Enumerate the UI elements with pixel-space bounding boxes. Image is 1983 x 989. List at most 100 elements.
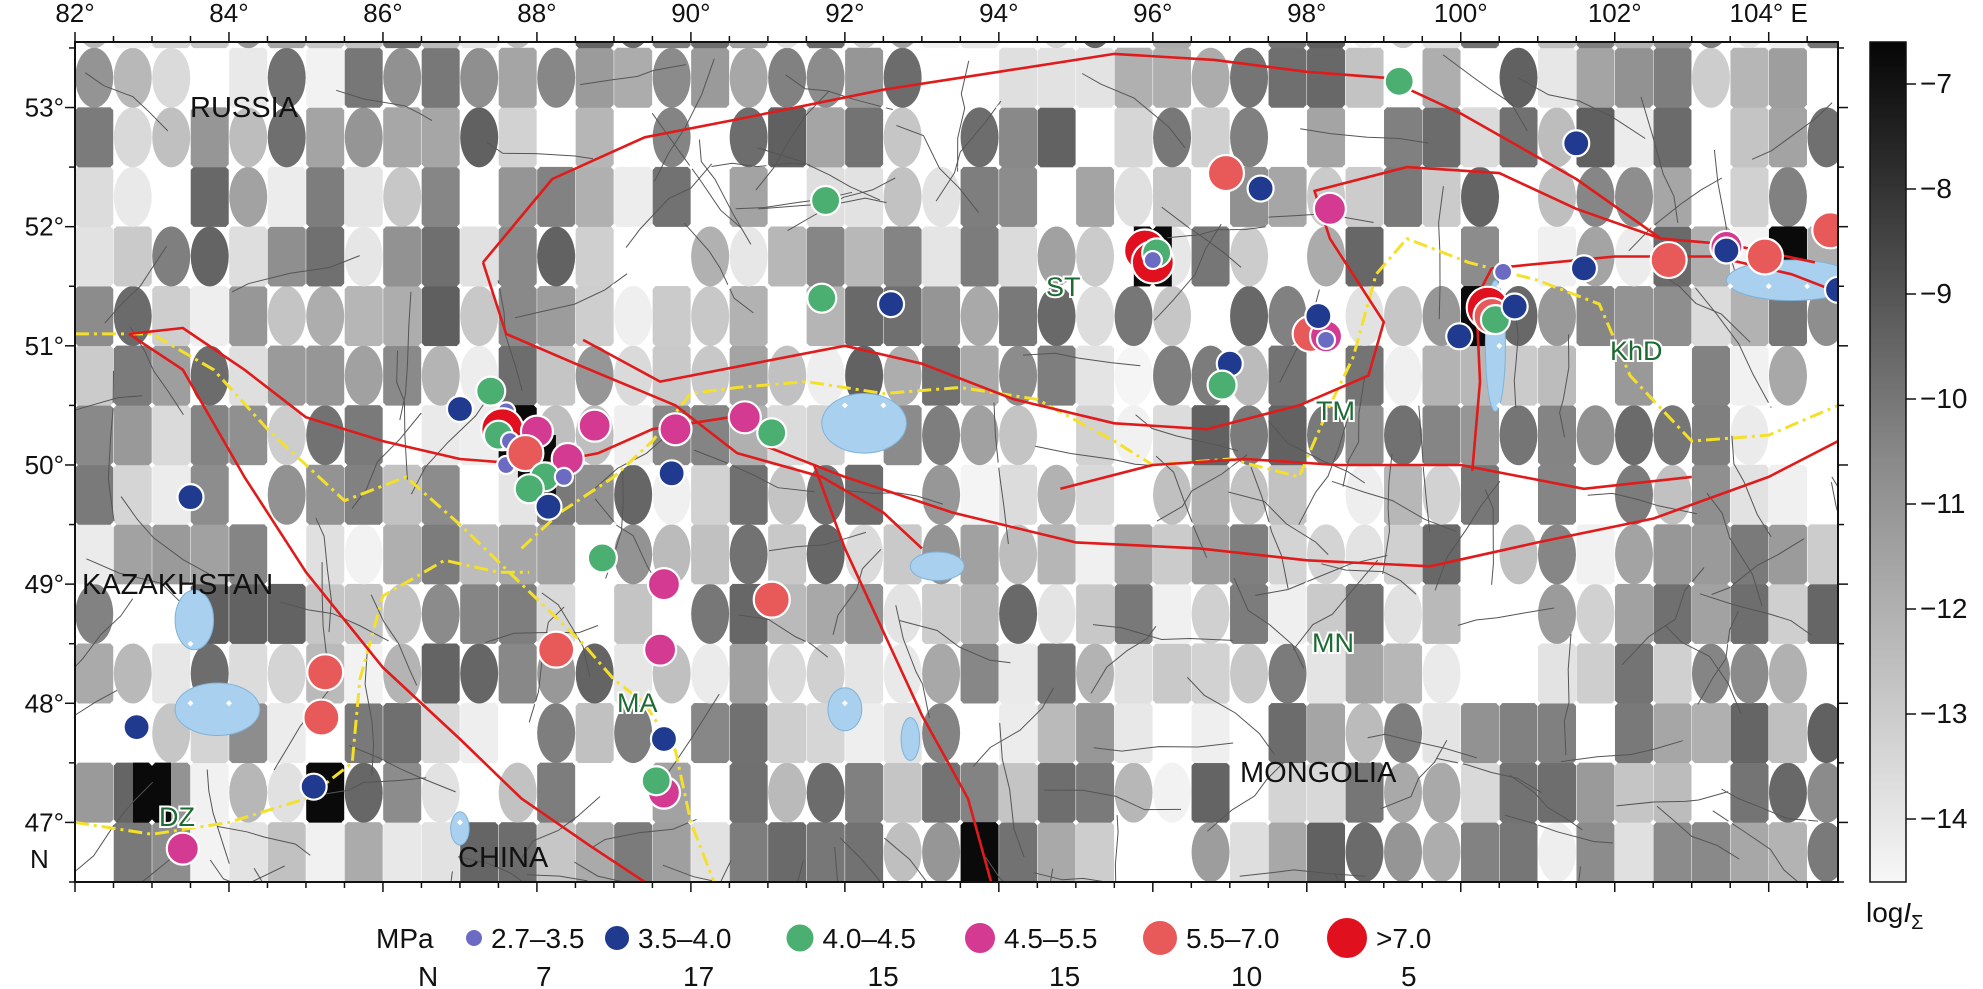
grid-node (264, 521, 271, 528)
stress-event-marker (1312, 191, 1347, 226)
lineament (1044, 789, 1182, 811)
grid-node (1111, 223, 1118, 230)
grid-node (1380, 44, 1387, 51)
grid-node (1457, 700, 1464, 707)
intensity-cell (1345, 464, 1384, 525)
intensity-cell (1422, 42, 1461, 49)
grid-node (148, 104, 155, 111)
intensity-cell (1768, 643, 1807, 704)
map-area: 82° 84° 86° 88° 90° 92° 94° 96° 98° 100° 102° 104° … (25, 0, 1848, 892)
intensity-cell (1037, 762, 1076, 823)
grid-node (148, 581, 155, 588)
grid-node (1419, 342, 1426, 349)
stress-event-marker (537, 630, 576, 669)
grid-node (1727, 223, 1734, 230)
intensity-cell (498, 822, 537, 882)
grid-node (1804, 164, 1811, 171)
grid-node (841, 104, 848, 111)
intensity-cell (1461, 166, 1500, 227)
intensity-cell (1230, 226, 1269, 287)
grid-node (1072, 223, 1079, 230)
grid-node (1496, 640, 1503, 647)
intensity-cell (1768, 166, 1807, 227)
legend-count-value: 17 (683, 961, 714, 989)
intensity-cell (691, 822, 730, 882)
grid-node (1380, 223, 1387, 230)
grid-node (957, 759, 964, 766)
legend-count-value: 15 (1049, 961, 1080, 989)
grid-node (1419, 700, 1426, 707)
lineament (249, 865, 285, 882)
intensity-cell (691, 524, 730, 585)
grid-node (610, 819, 617, 826)
intensity-cell (1384, 286, 1423, 347)
grid-node (110, 461, 117, 468)
intensity-cell (229, 47, 268, 108)
grid-node (1072, 342, 1079, 349)
grid-node (1149, 223, 1156, 230)
intensity-cell (1614, 286, 1653, 347)
lineament (1081, 73, 1186, 149)
intensity-cell (421, 524, 460, 585)
grid-node (1765, 223, 1772, 230)
grid-node (341, 223, 348, 230)
legend: MPa N 2.7–3.5 7 3.5–4.0 17 4.0–4.5 15 4.5–5.5 1… (376, 916, 1431, 989)
intensity-cell (306, 286, 345, 347)
lineament (839, 837, 881, 882)
grid-node (1226, 461, 1233, 468)
grid-node (764, 44, 771, 51)
grid-node (1534, 164, 1541, 171)
grid-node (1380, 164, 1387, 171)
lineament (1298, 417, 1349, 525)
grid-node (495, 521, 502, 528)
stress-event-marker (1493, 261, 1514, 283)
grid-node (610, 640, 617, 647)
grid-node (1303, 640, 1310, 647)
lineament (1509, 774, 1583, 831)
lineament (1699, 593, 1812, 636)
grid-node (764, 164, 771, 171)
intensity-cell (1730, 166, 1769, 227)
intensity-cell (806, 762, 845, 823)
grid-node (1727, 819, 1734, 826)
grid-node (572, 700, 579, 707)
grid-node (1611, 104, 1618, 111)
intensity-cell (1653, 703, 1692, 764)
intensity-cell (421, 166, 460, 227)
legend-count-value: 7 (536, 961, 552, 989)
grid-node (1650, 521, 1657, 528)
intensity-cell (768, 107, 807, 168)
intensity-cell (1807, 703, 1838, 764)
grid-node (572, 402, 579, 409)
grid-node (1072, 819, 1079, 826)
intensity-cell (75, 464, 114, 525)
grid-node (1380, 819, 1387, 826)
intensity-cell (1114, 762, 1153, 823)
region-label-tm: TM (1316, 396, 1355, 426)
intensity-cell (1268, 643, 1307, 704)
lineament (1654, 269, 1751, 343)
grid-node (225, 223, 232, 230)
grid-node (957, 700, 964, 707)
intensity-cell (1045, 42, 1069, 49)
intensity-cell (1268, 822, 1307, 882)
intensity-cell (1230, 822, 1269, 882)
grid-node (302, 44, 309, 51)
intensity-cell (729, 524, 768, 585)
intensity-cell (1499, 47, 1538, 108)
intensity-cell (1537, 583, 1576, 644)
grid-node (225, 164, 232, 171)
grid-node (687, 700, 694, 707)
intensity-cell (806, 47, 845, 108)
lineament (1233, 577, 1305, 669)
grid-node (803, 640, 810, 647)
grid-node (572, 342, 579, 349)
lineament (410, 394, 491, 495)
grid-node (572, 521, 579, 528)
intensity-cell (75, 345, 114, 406)
active-fault (1060, 457, 1692, 491)
lineament (1559, 334, 1570, 438)
grid-node (995, 44, 1002, 51)
intensity-cell (614, 405, 653, 466)
lineament (574, 861, 626, 882)
